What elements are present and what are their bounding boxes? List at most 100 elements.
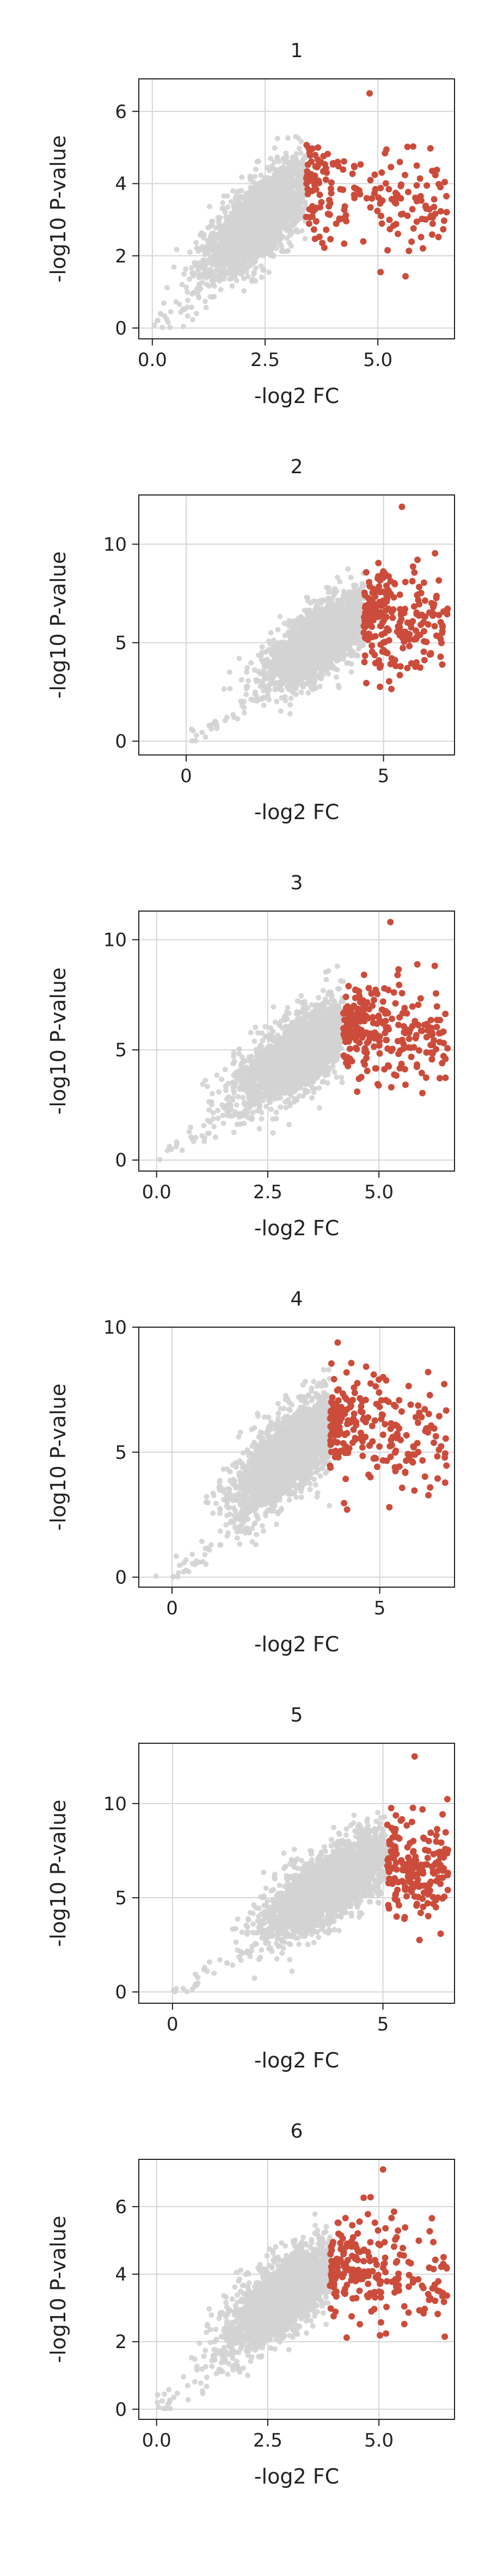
- panel-1-point-sig-81: [327, 200, 334, 207]
- panel-1-point-bg-262: [302, 236, 308, 242]
- panel-1-point-bg-412: [189, 265, 194, 271]
- panel-1-point-bg-2474: [194, 311, 199, 317]
- panel-2-point-bg-695: [348, 574, 354, 580]
- panel-1-point-bg-2476: [195, 292, 201, 298]
- panel-1-point-bg-1432: [164, 285, 170, 291]
- panel-2-point-bg-1842: [335, 597, 341, 603]
- panel-1-point-bg-2418: [228, 226, 234, 232]
- panel-1-point-sig-53: [384, 247, 391, 254]
- panel-1-point-bg-2254: [290, 164, 296, 170]
- panel-1-point-sig-127: [410, 225, 417, 232]
- panel-1-point-bg-403: [207, 203, 212, 209]
- panel-2-point-bg-1978: [244, 665, 250, 671]
- panel-2-point-bg-1942: [253, 689, 259, 695]
- panel-1-point-bg-2285: [246, 214, 252, 220]
- panel-1-point-sig-111: [374, 207, 381, 214]
- panel-1-point-sig-33: [309, 203, 316, 210]
- panel-2-point-bg-1723: [346, 594, 352, 600]
- panel-1-point-bg-1862: [293, 151, 299, 157]
- panel-2-point-bg-1539: [272, 687, 278, 692]
- panel-1-point-bg-2434: [281, 217, 287, 223]
- panel-2-point-bg-1965: [279, 695, 285, 701]
- panel-1-point-bg-2482: [167, 324, 173, 330]
- panel-2-point-bg-2258: [284, 654, 290, 660]
- panel-1-point-bg-1519: [229, 283, 235, 289]
- panel-1-point-bg-1412: [171, 264, 177, 270]
- panel-1-point-bg-1764: [269, 163, 275, 169]
- panel-1-point-bg-2331: [300, 159, 306, 165]
- panel-2-points: [188, 503, 451, 744]
- panel-2-point-bg-2117: [318, 597, 323, 603]
- panel-1-point-sig-157: [382, 180, 389, 187]
- panel-1-xtick-label-0: 0.0: [138, 349, 167, 371]
- panel-1-point-sig-142: [422, 216, 429, 223]
- panel-1-point-bg-1682: [218, 287, 224, 293]
- panel-2-point-bg-1969: [291, 624, 297, 630]
- panel-1-point-sig-122: [333, 220, 340, 227]
- panel-1-point-sig-52: [323, 169, 330, 176]
- panel-1-point-bg-2393: [240, 236, 246, 242]
- panel-1-point-sig-133: [404, 144, 411, 150]
- panel-1-point-bg-2448: [232, 215, 238, 221]
- panel-1-point-bg-2468: [265, 224, 271, 230]
- panel-1-point-bg-503: [174, 246, 180, 252]
- panel-1-point-sig-126: [388, 164, 395, 171]
- panel-1-point-bg-2493: [180, 306, 186, 312]
- panel-1-point-sig-110: [351, 191, 358, 199]
- panel-1-point-sig-106: [402, 273, 409, 280]
- panel-1-point-bg-517: [241, 275, 247, 281]
- panel-1-point-bg-2319: [272, 145, 278, 151]
- panel-1-point-sig-170: [397, 183, 404, 190]
- panel-1-point-sig-144: [443, 193, 450, 200]
- panel-1-point-bg-2432: [249, 244, 255, 250]
- panel-2-point-bg-2101: [311, 665, 317, 671]
- panel-2-point-bg-2270: [324, 620, 330, 626]
- panel-1-point-bg-2339: [191, 273, 197, 279]
- panel-1-point-bg-2373: [257, 236, 263, 242]
- panel-2-point-bg-702: [253, 677, 259, 683]
- panel-1-point-sig-160: [315, 144, 322, 151]
- panel-1-point-bg-2438: [229, 239, 235, 244]
- panel-1-point-bg-2223: [234, 220, 240, 226]
- panel-1-point-bg-1328: [253, 166, 259, 172]
- panel-1-point-bg-2494: [185, 304, 191, 310]
- panel-1-point-sig-89: [328, 179, 335, 186]
- panel-1-point-sig-56: [312, 218, 320, 225]
- panel-2-point-bg-2060: [268, 630, 274, 636]
- panel-1-point-bg-2467: [283, 196, 289, 202]
- panel-1-point-sig-172: [386, 216, 393, 224]
- panel-1-point-sig-109: [412, 194, 419, 201]
- panel-2-point-bg-2072: [263, 664, 269, 670]
- panel-1-point-bg-2408: [286, 178, 292, 184]
- panel-1-point-sig-186: [437, 184, 444, 190]
- panel-1-point-bg-2358: [257, 249, 263, 255]
- panel-1-point-bg-1005: [193, 239, 199, 245]
- panel-1-point-sig-104: [314, 164, 321, 171]
- panel-2-point-bg-2181: [259, 644, 265, 650]
- panel-2-point-bg-2021: [266, 638, 272, 644]
- panel-1-point-sig-140: [396, 158, 403, 165]
- panel-1-point-bg-2253: [195, 263, 201, 269]
- panel-1-point-bg-2498: [196, 275, 202, 281]
- panel-1-point-bg-1987: [200, 257, 206, 263]
- panel-1-point-bg-1246: [260, 252, 266, 258]
- panel-1-point-bg-2281: [253, 214, 259, 220]
- panel-1-point-bg-2322: [222, 238, 228, 244]
- panel-1-point-bg-2047: [251, 271, 257, 277]
- panel-1-point-bg-2272: [181, 271, 187, 277]
- panel-2-point-bg-2226: [281, 639, 287, 645]
- panel-2-point-bg-2073: [238, 698, 244, 704]
- panel-1-point-bg-2363: [254, 181, 260, 187]
- panel-1-point-sig-154: [377, 184, 384, 191]
- panel-1-point-bg-2385: [264, 213, 270, 219]
- panel-1-point-bg-2439: [256, 231, 262, 237]
- panel-1-point-sig-137: [428, 231, 435, 238]
- panel-1-point-bg-987: [181, 324, 187, 330]
- panel-1-point-bg-2485: [176, 301, 182, 307]
- panel-1-point-bg-2236: [298, 189, 304, 195]
- panel-1-point-sig-79: [404, 189, 412, 195]
- panel-1-point-bg-2067: [221, 263, 227, 269]
- panel-2-point-bg-970: [317, 684, 323, 690]
- panel-1-point-bg-2059: [286, 240, 292, 246]
- panel-2-point-bg-823: [326, 589, 331, 595]
